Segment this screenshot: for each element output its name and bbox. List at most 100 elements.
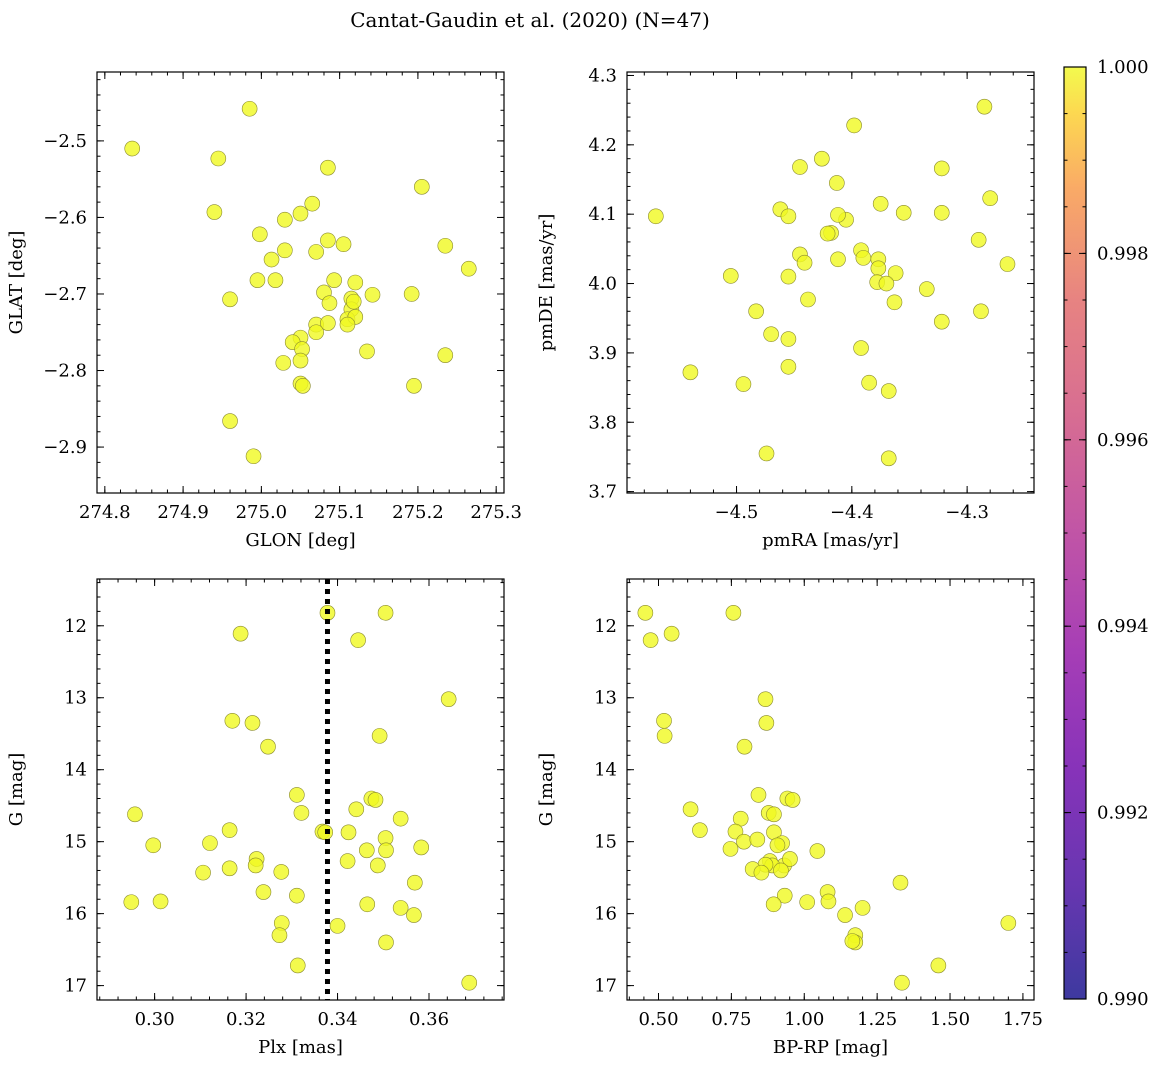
y-tick-label: 13 <box>64 688 87 709</box>
data-point <box>999 256 1016 272</box>
data-point <box>364 286 381 303</box>
x-tick-label: −4.4 <box>830 502 874 523</box>
y-tick-label: −2.9 <box>43 437 87 458</box>
data-point <box>933 160 950 177</box>
data-point <box>304 195 321 212</box>
x-axis-label: BP-RP [mag] <box>773 1037 888 1058</box>
x-axis-label: Plx [mas] <box>258 1037 343 1058</box>
data-point <box>403 286 420 302</box>
data-point <box>413 839 430 856</box>
data-point <box>648 208 664 225</box>
data-point <box>933 313 950 330</box>
colorbar-tick-label: 0.992 <box>1097 803 1149 824</box>
data-point <box>837 907 853 923</box>
data-point <box>799 894 815 910</box>
x-tick-label: 1.50 <box>930 1009 970 1030</box>
x-tick-label: 1.75 <box>1003 1009 1043 1030</box>
data-point <box>809 843 826 859</box>
data-point <box>460 260 477 277</box>
data-point <box>830 251 846 268</box>
data-point <box>750 787 767 803</box>
y-tick-label: −2.6 <box>43 207 87 228</box>
data-point <box>727 823 744 840</box>
data-point <box>776 887 793 904</box>
data-point <box>277 211 293 228</box>
data-point <box>854 900 871 916</box>
colorbar-tick-label: 0.998 <box>1097 243 1149 264</box>
y-axis-label: pmDE [mas/yr] <box>536 214 557 352</box>
x-tick-label: 0.36 <box>409 1009 449 1030</box>
data-point <box>440 691 457 707</box>
data-point <box>642 632 659 648</box>
data-point <box>437 237 454 254</box>
y-tick-label: 3.9 <box>588 343 617 364</box>
data-point <box>820 893 837 910</box>
y-tick-label: 3.8 <box>588 412 617 433</box>
colorbar-tick-label: 0.996 <box>1097 430 1149 451</box>
y-axis-label: GLAT [deg] <box>6 231 27 335</box>
data-point <box>273 864 290 880</box>
data-point <box>880 450 897 467</box>
data-point <box>221 860 238 877</box>
data-point <box>773 862 789 879</box>
data-point <box>251 226 268 243</box>
data-point <box>345 293 362 310</box>
data-point <box>249 272 266 289</box>
y-tick-label: 17 <box>64 976 87 997</box>
colorbar-tick-label: 0.994 <box>1097 616 1149 637</box>
data-point <box>800 291 816 308</box>
x-tick-label: 274.8 <box>79 502 131 523</box>
data-point <box>326 272 342 289</box>
data-point <box>682 364 699 381</box>
data-point <box>244 715 261 731</box>
data-point <box>407 874 423 891</box>
data-point <box>359 842 375 859</box>
data-point <box>320 315 336 331</box>
plot-frame <box>96 71 505 494</box>
plot-frame <box>626 578 1035 1001</box>
x-tick-label: 275.0 <box>236 502 288 523</box>
x-tick-label: 0.50 <box>638 1009 678 1030</box>
data-point <box>766 806 782 823</box>
data-point <box>892 874 909 891</box>
y-tick-label: −2.5 <box>43 131 87 152</box>
data-point <box>369 857 386 874</box>
data-point <box>796 254 813 271</box>
data-point <box>880 383 897 399</box>
data-point <box>277 242 293 259</box>
data-point <box>829 175 845 191</box>
x-tick-label: 0.75 <box>711 1009 751 1030</box>
data-point <box>202 835 218 851</box>
data-point <box>886 294 903 311</box>
data-point <box>414 179 430 195</box>
data-point <box>339 853 356 869</box>
data-point <box>930 957 947 974</box>
y-tick-label: 4.3 <box>588 65 617 86</box>
data-point <box>320 159 336 176</box>
data-point <box>359 896 376 913</box>
panel-4: 0.50 0.75 1.00 1.25 1.50 1.75 12 13 14 15 16 17 BP-R… <box>536 578 1043 1058</box>
data-point <box>124 140 141 157</box>
data-point <box>894 974 910 991</box>
data-point <box>271 927 288 944</box>
y-tick-label: 4.2 <box>588 135 617 156</box>
data-point <box>736 833 752 850</box>
data-point <box>437 347 454 364</box>
data-point <box>347 274 364 291</box>
y-axis-label: G [mag] <box>536 753 557 826</box>
y-tick-label: 14 <box>594 760 617 781</box>
data-point <box>792 159 808 175</box>
data-point <box>392 900 409 916</box>
data-point <box>222 291 238 308</box>
data-point <box>757 691 774 707</box>
y-tick-label: 4.1 <box>588 204 617 225</box>
data-point <box>392 810 409 827</box>
data-point <box>878 275 895 292</box>
data-point <box>292 205 309 222</box>
x-tick-label: 275.1 <box>314 502 366 523</box>
data-point <box>656 712 672 729</box>
data-point <box>267 272 284 289</box>
panel-3: 0.30 0.32 0.34 0.36 12 13 14 15 16 17 Plx [mas] G [… <box>6 578 505 1058</box>
data-point <box>861 374 877 391</box>
